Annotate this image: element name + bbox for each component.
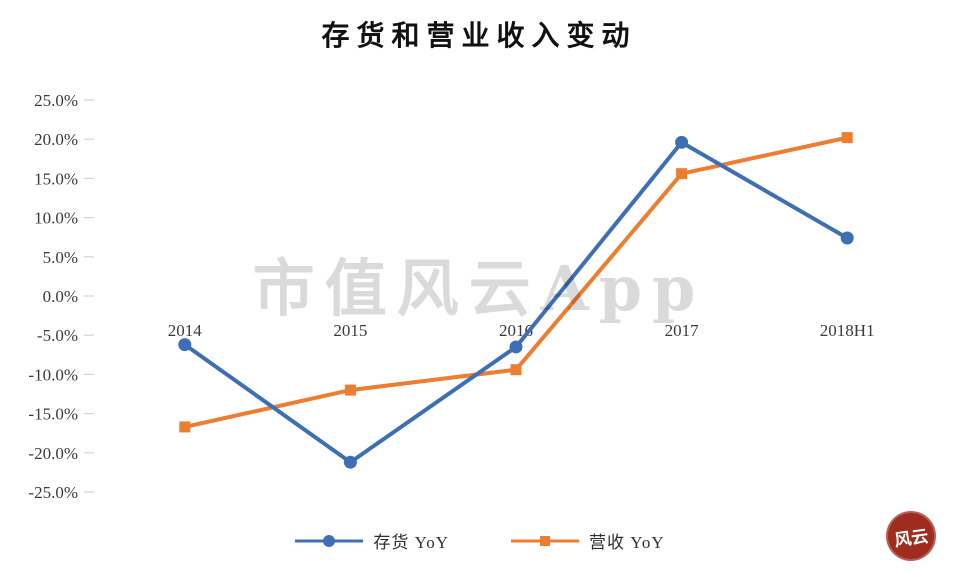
legend-square-icon	[540, 535, 550, 546]
y-axis-label: 0.0%	[43, 287, 78, 306]
legend-item-revenue: 营收 YoY	[509, 528, 665, 553]
x-axis-label: 2015	[333, 321, 367, 340]
data-point-marker	[675, 135, 689, 149]
y-axis-label: 15.0%	[34, 169, 78, 188]
y-axis-label: 25.0%	[34, 91, 78, 110]
legend-item-inventory: 存货 YoY	[293, 528, 449, 553]
data-point-marker	[179, 421, 191, 433]
x-axis-label: 2018H1	[820, 321, 875, 340]
legend-marker-square-icon	[511, 535, 579, 546]
data-point-marker	[840, 231, 854, 245]
y-axis-label: -15.0%	[28, 405, 78, 424]
legend-marker-circle-icon	[295, 534, 364, 547]
data-point-marker	[344, 384, 356, 396]
x-axis-label: 2014	[168, 321, 203, 340]
y-axis-label: 5.0%	[43, 248, 78, 267]
y-axis-label: 10.0%	[34, 209, 78, 228]
y-axis-label: -20.0%	[28, 444, 78, 463]
y-axis-label: -25.0%	[28, 483, 78, 502]
series-line	[182, 140, 850, 465]
y-axis-label: -5.0%	[37, 326, 78, 345]
data-point-marker	[510, 364, 522, 376]
data-point-marker	[676, 168, 688, 180]
data-point-marker	[509, 340, 523, 354]
data-point-marker	[841, 132, 853, 144]
legend-circle-icon	[323, 534, 336, 547]
data-point-marker	[178, 338, 192, 352]
chart-title: 存货和营业收入变动	[321, 19, 637, 52]
chart-legend: 存货 YoY 营收 YoY	[0, 528, 958, 553]
x-axis-label: 2017	[665, 321, 700, 340]
y-axis-label: -10.0%	[28, 365, 78, 384]
y-axis-label: 20.0%	[34, 130, 78, 149]
legend-label: 存货 YoY	[373, 533, 449, 552]
legend-label: 营收 YoY	[589, 533, 665, 552]
data-point-marker	[343, 455, 357, 469]
